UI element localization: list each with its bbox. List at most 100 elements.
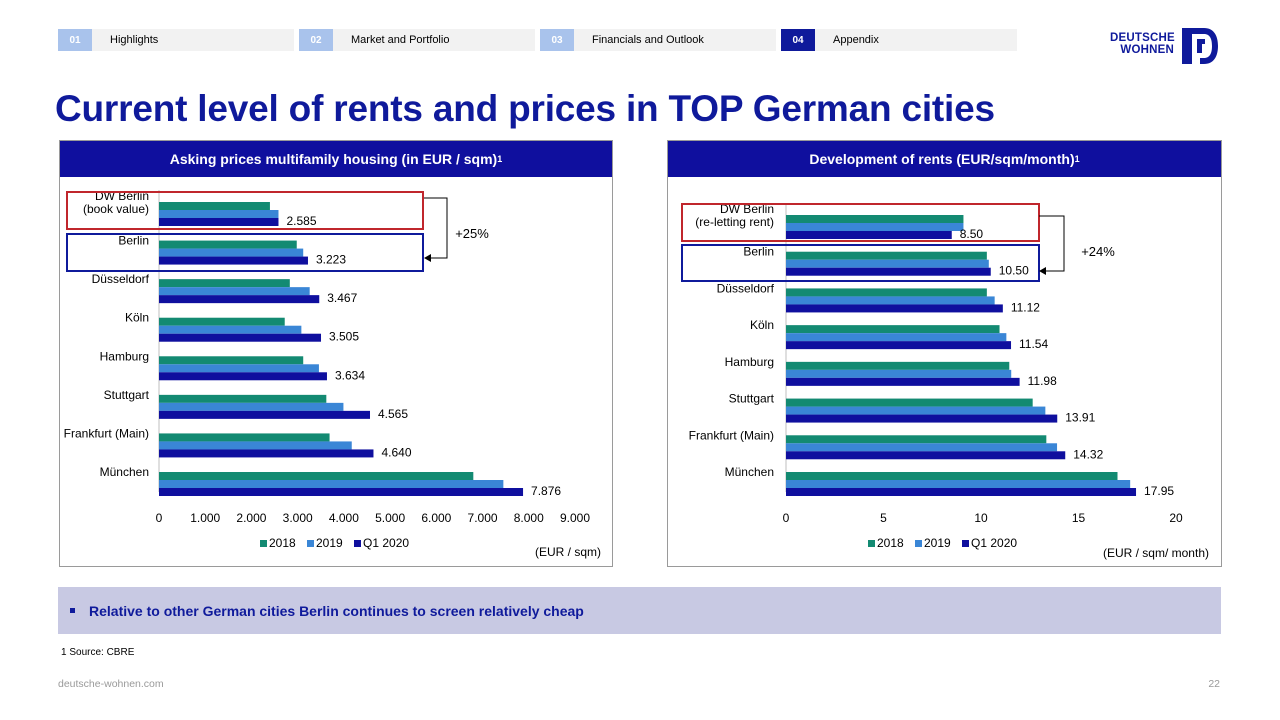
bar-2018 (159, 202, 270, 210)
bar-2018 (786, 215, 964, 223)
x-tick-label: 5.000 (375, 511, 405, 525)
growth-annotation: +25% (455, 226, 489, 241)
category-label: Berlin (118, 234, 149, 248)
bar-2018 (159, 279, 290, 288)
category-label: Düsseldorf (92, 272, 150, 286)
category-label: Köln (750, 318, 774, 332)
bar-2019 (786, 296, 995, 305)
nav-number: 03 (540, 29, 574, 51)
source-note: 1 Source: CBRE (61, 647, 135, 658)
chart-prices: DW Berlin (book value) 2.585 Berlin 3.223 Düs… (64, 189, 601, 559)
logo-line-2: WOHNEN (1120, 44, 1174, 56)
nav-tab-market[interactable]: 02 Market and Portfolio (299, 29, 535, 51)
bar-2019 (786, 223, 964, 231)
x-tick-label: 5 (880, 511, 887, 525)
key-takeaway-text: Relative to other German cities Berlin c… (89, 602, 584, 619)
category-label: Hamburg (100, 349, 149, 363)
legend-swatch (260, 540, 267, 547)
value-label: 11.98 (1028, 374, 1057, 388)
highlight-box-berlin (681, 244, 1040, 282)
value-label: 8.50 (960, 227, 984, 241)
bar-2019 (159, 287, 310, 296)
chart-title-text: Development of rents (EUR/sqm/month) (809, 151, 1075, 167)
bar-2019 (786, 369, 1012, 378)
legend-swatch (915, 540, 922, 547)
chart-title-footnote: 1 (1074, 154, 1080, 164)
bar-2018 (159, 433, 330, 442)
bar-2018 (786, 325, 1000, 334)
nav-tab-highlights[interactable]: 01 Highlights (58, 29, 294, 51)
category-label: Stuttgart (104, 388, 150, 402)
legend-label: 2019 (316, 536, 343, 550)
chart-title-footnote: 1 (497, 154, 503, 164)
bar-2018 (786, 398, 1033, 407)
highlight-box-dw (681, 203, 1040, 242)
bar-q1-2020 (786, 414, 1058, 423)
legend-label: Q1 2020 (971, 536, 1017, 550)
footer-url[interactable]: deutsche-wohnen.com (58, 678, 164, 690)
nav-number: 04 (781, 29, 815, 51)
bar-2019 (159, 441, 352, 450)
legend-label: 2018 (877, 536, 904, 550)
legend-swatch (868, 540, 875, 547)
bar-q1-2020 (159, 295, 320, 304)
bar-2018 (786, 435, 1047, 444)
bar-2019 (786, 406, 1046, 415)
bar-2018 (786, 472, 1118, 480)
bar-2018 (786, 361, 1010, 370)
x-tick-label: 2.000 (236, 511, 266, 525)
bar-2019 (159, 402, 344, 411)
bar-q1-2020 (786, 267, 991, 276)
bar-q1-2020 (786, 451, 1066, 460)
value-label: 11.12 (1011, 300, 1040, 314)
bar-q1-2020 (159, 410, 371, 419)
category-label: DW Berlin (book value) (83, 189, 149, 216)
x-tick-label: 10 (974, 511, 988, 525)
value-label: 3.505 (329, 330, 359, 344)
bar-2019 (159, 210, 279, 218)
x-tick-label: 1.000 (190, 511, 220, 525)
bar-2019 (159, 325, 302, 334)
growth-annotation: +24% (1081, 244, 1115, 259)
chart-title-text: Asking prices multifamily housing (in EU… (169, 151, 498, 167)
bar-2018 (159, 394, 327, 403)
highlight-box-berlin (66, 233, 424, 272)
unit-label: (EUR / sqm) (535, 545, 601, 559)
value-label: 3.223 (316, 253, 346, 267)
x-tick-label: 20 (1169, 511, 1183, 525)
bracket-arrow-icon (424, 254, 431, 262)
bar-2018 (159, 240, 297, 249)
category-label: München (100, 465, 149, 479)
nav-tab-financials[interactable]: 03 Financials and Outlook (540, 29, 776, 51)
bar-2019 (786, 480, 1131, 488)
nav-label: Financials and Outlook (592, 34, 704, 46)
legend-swatch (354, 540, 361, 547)
bar-q1-2020 (159, 488, 524, 496)
nav-tab-appendix[interactable]: 04 Appendix (781, 29, 1017, 51)
category-label: Hamburg (725, 355, 774, 369)
category-label: Düsseldorf (717, 281, 775, 295)
bar-2019 (159, 480, 504, 488)
bar-q1-2020 (159, 218, 279, 226)
bar-q1-2020 (159, 333, 322, 342)
company-logo: DEUTSCHE WOHNEN (1110, 26, 1222, 66)
bar-2019 (159, 248, 304, 257)
bar-2019 (786, 333, 1007, 342)
legend-label: 2019 (924, 536, 951, 550)
chart-title: Development of rents (EUR/sqm/month) 1 (668, 141, 1221, 177)
bullet-square-icon (70, 608, 75, 613)
page-title: Current level of rents and prices in TOP… (55, 88, 995, 129)
category-label: Frankfurt (Main) (689, 428, 774, 442)
x-tick-label: 0 (783, 511, 790, 525)
legend-swatch (962, 540, 969, 547)
value-label: 7.876 (531, 484, 561, 498)
value-label: 4.565 (378, 407, 408, 421)
chart-panel-prices: Asking prices multifamily housing (in EU… (59, 140, 613, 567)
category-label: Berlin (743, 245, 774, 259)
x-tick-label: 7.000 (468, 511, 498, 525)
x-tick-label: 8.000 (514, 511, 544, 525)
value-label: 17.95 (1144, 484, 1174, 498)
logo-mark-icon (1182, 28, 1218, 64)
bar-2018 (159, 356, 304, 365)
nav-label: Highlights (110, 34, 159, 46)
